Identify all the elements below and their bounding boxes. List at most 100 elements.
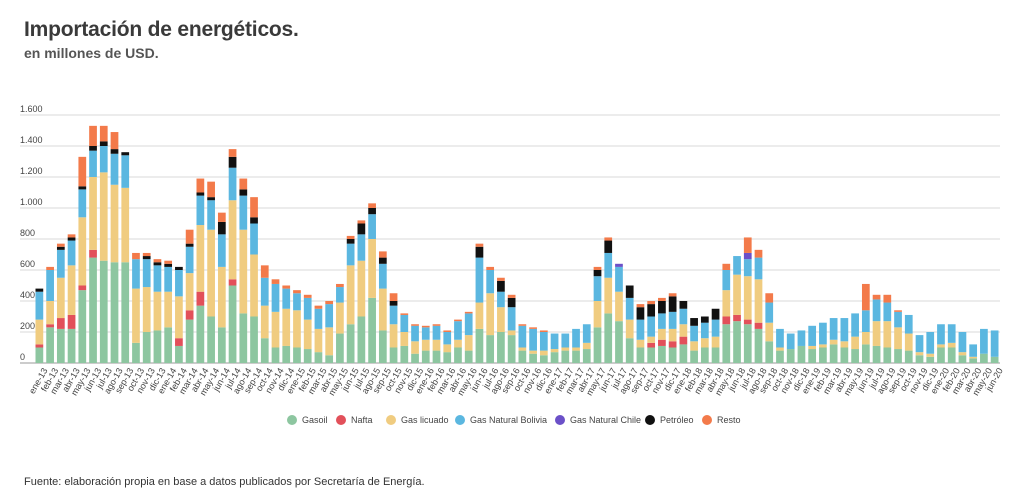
bar-segment [303,297,312,320]
bar-segment [421,350,430,363]
bar-segment [185,246,194,274]
bar-segment [89,146,97,151]
bar-segment [432,350,441,363]
source-note: Fuente: elaboración propia en base a dat… [24,476,425,488]
bar-segment [615,291,623,322]
bar-segment [357,223,366,235]
bar-segment [915,355,924,363]
bar-segment [851,349,859,363]
bar-segment [518,325,527,348]
bar-segment [164,266,173,292]
bar-segment [164,263,173,267]
bar-segment [464,350,473,363]
bar-segment [185,273,194,311]
bar-segment [346,324,355,363]
bar-segment [872,321,881,346]
legend-swatch [702,415,712,425]
bar-segment [389,305,398,325]
bar-segment [132,288,140,343]
bar-segment [336,333,344,363]
bar-segment [539,355,548,363]
bar-segment [303,294,312,298]
bar-segment [658,297,666,301]
bar-segment [110,262,119,363]
bar-segment [937,344,945,348]
y-tick-label: 800 [20,228,35,238]
bar-segment [56,318,65,329]
bar-segment [711,319,720,337]
bar-segment [733,274,741,315]
bar-segment [293,347,301,363]
bar-segment [411,341,419,354]
legend-swatch [455,415,465,425]
bar-segment [690,350,698,363]
bar-segment [196,178,205,193]
bar-segment [604,252,613,278]
bar-segment [926,332,935,354]
bar-segment [658,313,666,329]
bar-segment [346,265,355,325]
bar-segment [872,345,881,363]
y-tick-label: 600 [20,259,35,269]
legend-swatch [645,415,655,425]
bar-segment [497,291,505,308]
bar-segment [250,254,258,317]
bar-segment [829,318,838,340]
bar-segment [990,330,999,357]
bar-segment [690,318,698,326]
bar-segment [67,314,76,329]
bar-segment [658,345,666,363]
bar-segment [132,342,140,363]
bar-segment [432,325,441,340]
bar-segment [808,345,817,350]
bar-segment [421,325,430,328]
bar-segment [883,294,892,303]
bar-segment [89,150,97,177]
bar-segment [400,313,409,315]
bar-segment [153,265,162,292]
bar-segment [711,308,720,320]
legend-label: Gas licuado [401,415,449,425]
bar-segment [239,313,248,363]
bar-segment [282,288,291,309]
bar-segment [636,319,645,340]
bar-segment [121,155,130,188]
bar-segment [604,277,613,314]
bar-segment [486,293,495,336]
bar-segment [507,330,516,336]
bar-segment [593,276,602,301]
bar-segment [153,330,162,363]
bar-segment [46,301,54,325]
bar-segment [56,243,65,247]
bar-segment [550,352,559,363]
bar-segment [35,344,44,348]
bar-segment [604,237,613,241]
bar-segment [765,293,774,303]
bar-segment [658,339,666,346]
bar-segment [228,279,237,286]
bar-segment [743,252,752,260]
bar-segment [293,293,301,311]
bar-segment [497,277,505,281]
bar-segment [990,356,999,363]
bar-segment [142,256,151,260]
bar-segment [636,347,645,363]
bar-segment [808,325,817,346]
bar-segment [121,152,130,156]
bar-segment [754,328,763,363]
bar-segment [378,330,387,363]
bar-segment [464,311,473,314]
bar-segment [679,324,688,337]
bar-segment [561,350,570,363]
bar-segment [56,246,65,250]
bar-segment [647,304,656,317]
bar-segment [851,336,859,350]
bar-segment [185,243,194,247]
chart-legend: Gasoil Nafta Gas licuado Gas Natural Bolivi… [287,415,741,425]
bar-segment [475,302,484,329]
bar-segment [228,200,237,280]
bar-segment [604,240,613,253]
bar-segment [700,338,709,348]
bar-segment [110,153,119,185]
bar-segment [765,322,774,342]
